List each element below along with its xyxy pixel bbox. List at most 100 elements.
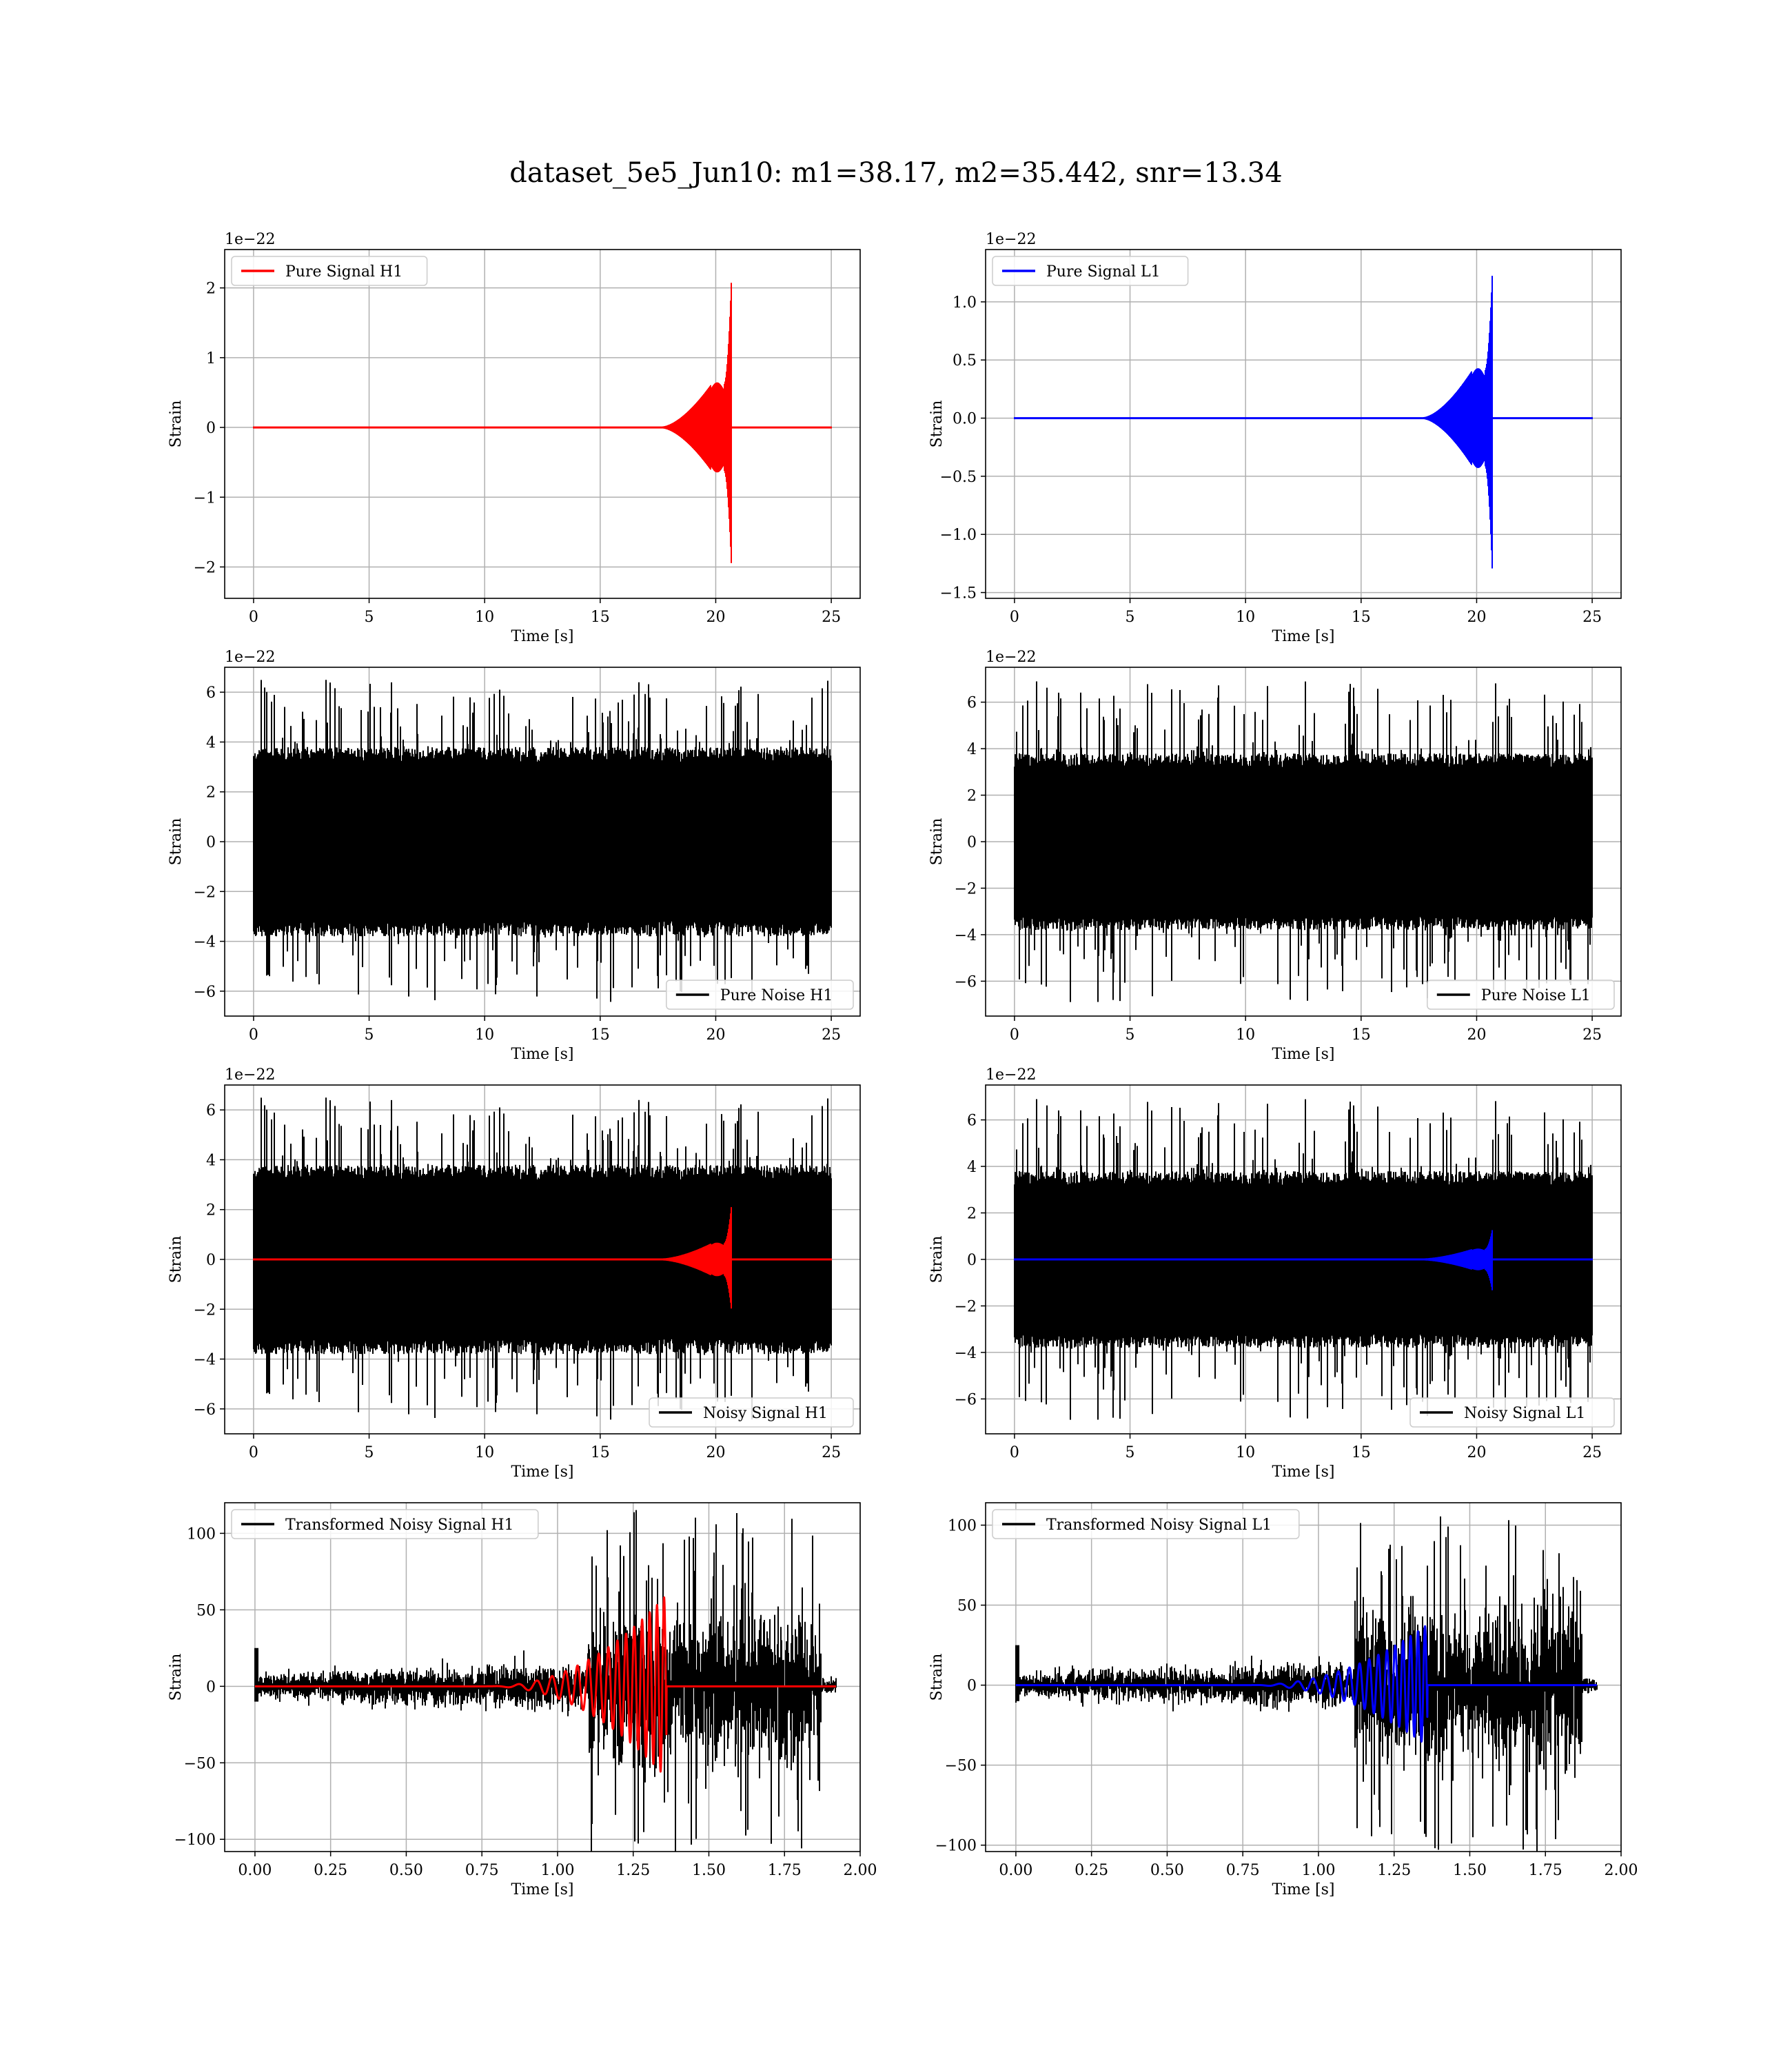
y-tick-label: −2: [194, 559, 216, 576]
x-tick-label: 15: [591, 609, 610, 626]
x-tick-label: 5: [365, 1444, 374, 1461]
figure-title: dataset_5e5_Jun10: m1=38.17, m2=35.442, …: [509, 157, 1283, 189]
legend: Pure Signal H1: [231, 256, 428, 286]
y-tick-label: −2: [194, 884, 216, 901]
series-layer: [1015, 1516, 1598, 1852]
axes-frame: [224, 1502, 861, 1852]
y-axis-label: Strain: [167, 1654, 185, 1701]
series-layer: [253, 1097, 832, 1420]
y-tick-label: 2: [206, 784, 216, 802]
x-axis-label: Time [s]: [1272, 1463, 1334, 1481]
series-layer: [254, 1510, 837, 1852]
series-line-injected-signal: [253, 1207, 832, 1309]
x-tick-label: 20: [706, 609, 725, 626]
x-tick-label: 0: [249, 1444, 258, 1461]
legend: Pure Signal L1: [992, 256, 1189, 286]
legend-label: Pure Signal H1: [285, 263, 403, 281]
y-tick-label: 0.0: [953, 411, 977, 428]
y-tick-label: 2: [967, 788, 977, 805]
y-tick-label: 6: [967, 1113, 977, 1130]
x-tick-label: 5: [365, 1026, 374, 1044]
y-tick-label: −4: [194, 1352, 216, 1369]
x-tick-label: 0: [249, 1026, 258, 1044]
x-tick-label: 1.50: [692, 1862, 726, 1879]
plot-area: [986, 250, 1621, 598]
y-tick-label: 6: [206, 685, 216, 702]
series-line-injected-signal: [1015, 1625, 1598, 1743]
x-tick-label: 10: [1236, 609, 1255, 626]
y-tick-label: 4: [967, 1159, 977, 1176]
subplot-transformed-noisy-signal-l1: 0.00 0.25 0.50 0.75 1.00 1.25 1.50 1.75 2.00 −100…: [928, 1502, 1638, 1898]
subplot-pure-signal-l1: 0 5 10 15 20 25 −1.5 −1.0 −0.5 0.0 0.5 1.0 Time [s] S…: [928, 231, 1622, 645]
legend-box: [992, 1509, 1300, 1539]
x-tick-label: 25: [1582, 609, 1602, 626]
series-line-pure-signal-h1: [253, 283, 832, 563]
x-tick-label: 1.50: [1453, 1862, 1487, 1879]
y-tick-label: −1.0: [940, 527, 977, 544]
x-tick-label: 20: [706, 1444, 725, 1461]
axes-frame: [985, 249, 1622, 599]
series-line-pure-noise-h1: [253, 680, 832, 1002]
subplot-noisy-signal-h1: 0 5 10 15 20 25 −6 −4 −2 0 2 4 6 Time [s] Strain 1e−22 N…: [167, 1066, 861, 1481]
y-tick-label: 4: [967, 741, 977, 758]
series-layer: [253, 680, 832, 1002]
x-tick-label: 20: [1467, 1444, 1486, 1461]
y-tick-label: 0: [967, 834, 977, 851]
y-tick-label: 6: [967, 695, 977, 712]
x-tick-label: 10: [1236, 1026, 1255, 1044]
legend-box: [649, 1397, 854, 1428]
x-tick-label: 2.00: [844, 1862, 877, 1879]
x-tick-label: 2.00: [1605, 1862, 1638, 1879]
x-tick-label: 10: [475, 1026, 494, 1044]
y-tick-label: −2: [955, 880, 977, 898]
y-offset-text: 1e−22: [225, 1066, 275, 1084]
series-layer: [253, 283, 832, 563]
legend: Transformed Noisy Signal H1: [231, 1509, 539, 1539]
x-tick-label: 1.75: [768, 1862, 802, 1879]
legend-label: Pure Noise H1: [720, 987, 833, 1004]
legend-label: Transformed Noisy Signal H1: [285, 1517, 514, 1534]
y-tick-label: 0: [967, 1252, 977, 1269]
y-tick-label: −1: [194, 489, 216, 507]
x-tick-label: 0: [1010, 1444, 1019, 1461]
legend-label: Noisy Signal L1: [1464, 1405, 1585, 1422]
y-tick-label: 0: [206, 834, 216, 851]
y-axis-label: Strain: [167, 1236, 185, 1284]
legend: Noisy Signal H1: [649, 1397, 854, 1428]
series-layer: [1014, 276, 1593, 569]
axes-frame: [985, 1502, 1622, 1852]
series-line-pure-signal-l1: [1014, 276, 1593, 569]
series-layer: [1014, 681, 1593, 1002]
x-tick-label: 20: [1467, 609, 1486, 626]
x-tick-label: 20: [706, 1026, 725, 1044]
y-tick-label: 50: [196, 1602, 216, 1619]
y-tick-label: 4: [206, 734, 216, 751]
x-tick-label: 0.00: [999, 1862, 1032, 1879]
x-tick-label: 25: [1582, 1444, 1602, 1461]
x-tick-label: 15: [591, 1026, 610, 1044]
legend-label: Pure Signal L1: [1046, 263, 1161, 281]
x-tick-label: 25: [822, 609, 841, 626]
y-tick-label: −100: [174, 1832, 216, 1849]
x-tick-label: 0.50: [389, 1862, 423, 1879]
y-tick-label: −6: [194, 1401, 216, 1419]
y-offset-text: 1e−22: [986, 649, 1036, 666]
x-axis-label: Time [s]: [1272, 1881, 1334, 1898]
x-tick-label: 5: [1126, 609, 1135, 626]
x-tick-label: 25: [1582, 1026, 1602, 1044]
y-tick-label: −6: [955, 973, 977, 991]
x-tick-label: 0.50: [1150, 1862, 1184, 1879]
legend-label: Pure Noise L1: [1481, 987, 1591, 1004]
y-tick-label: −4: [194, 934, 216, 951]
y-offset-text: 1e−22: [225, 649, 275, 666]
x-axis-label: Time [s]: [511, 628, 573, 645]
x-tick-label: 25: [822, 1444, 841, 1461]
legend-box: [231, 1509, 539, 1539]
y-tick-label: 100: [187, 1525, 216, 1543]
x-tick-label: 20: [1467, 1026, 1486, 1044]
plot-area: [225, 250, 860, 598]
subplot-transformed-noisy-signal-h1: 0.00 0.25 0.50 0.75 1.00 1.25 1.50 1.75 2.00 −100…: [167, 1502, 877, 1898]
legend-box: [666, 980, 854, 1010]
